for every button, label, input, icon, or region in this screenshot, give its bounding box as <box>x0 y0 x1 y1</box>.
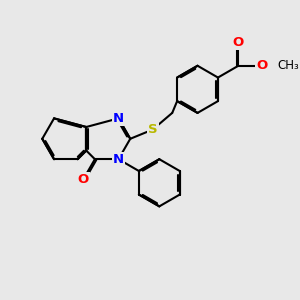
Text: O: O <box>233 36 244 49</box>
Text: N: N <box>113 112 124 125</box>
Text: S: S <box>148 123 158 136</box>
Text: N: N <box>113 153 124 166</box>
Text: CH₃: CH₃ <box>277 59 299 72</box>
Text: O: O <box>77 173 89 186</box>
Text: O: O <box>256 59 268 72</box>
